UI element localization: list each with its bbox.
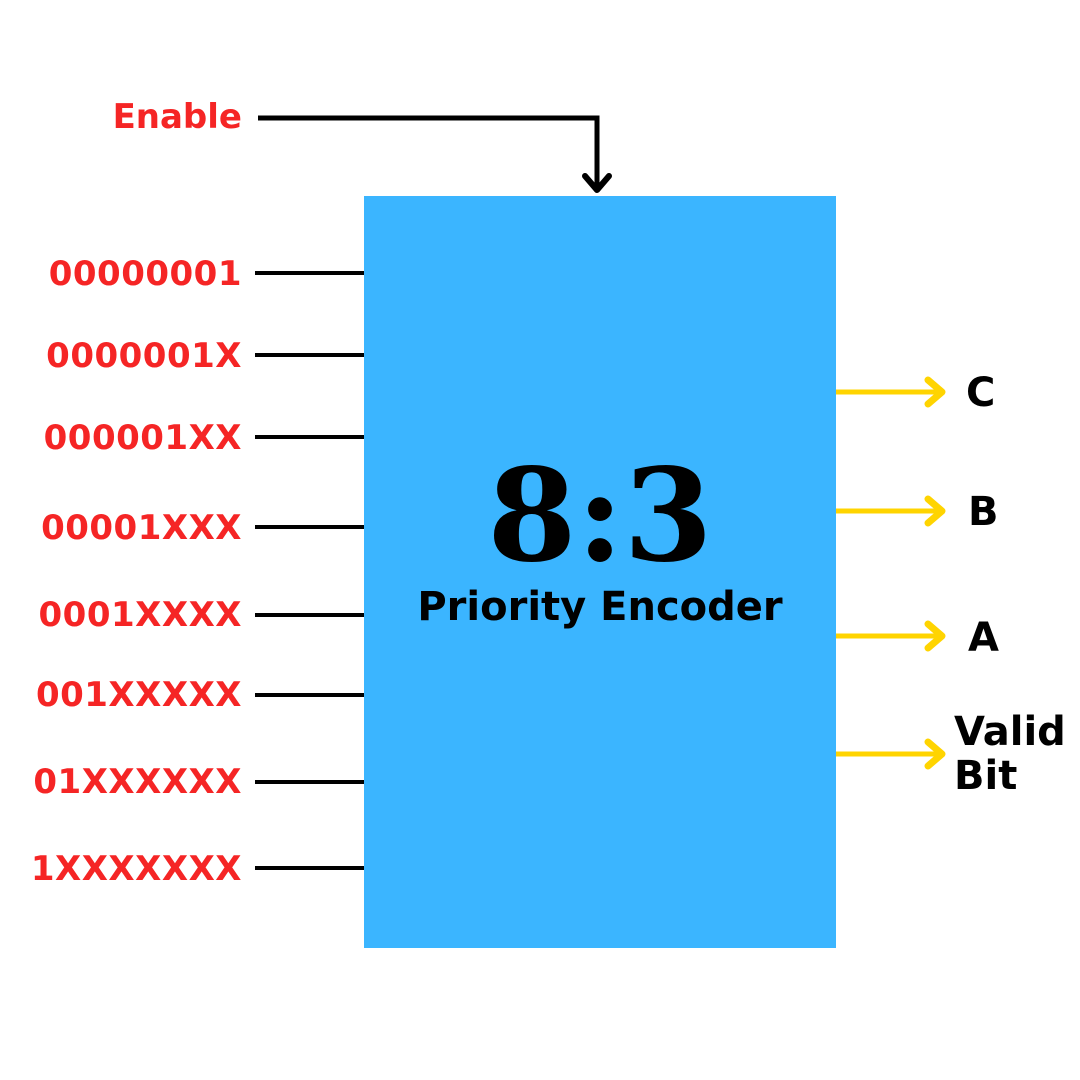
output-label-b: B: [968, 489, 999, 535]
input-label-7: 1XXXXXXX: [30, 849, 242, 889]
input-label-4: 0001XXXX: [38, 595, 242, 635]
output-arrow-a-head: [924, 620, 946, 652]
enable-label: Enable: [112, 97, 242, 137]
output-label-valid-bit: Valid Bit: [954, 710, 1066, 798]
input-label-2: 000001XX: [43, 418, 242, 458]
input-label-3: 00001XXX: [41, 508, 242, 548]
output-arrow-c-head: [924, 376, 946, 408]
output-label-c: C: [966, 370, 996, 416]
input-label-0: 00000001: [48, 254, 242, 294]
enable-wire: [258, 115, 600, 186]
encoder-ratio: 8:3: [487, 441, 713, 591]
output-arrow-b-head: [924, 495, 946, 527]
output-arrow-valid-head: [924, 738, 946, 770]
encoder-title: Priority Encoder: [417, 584, 783, 630]
input-label-1: 0000001X: [46, 336, 242, 376]
input-label-5: 001XXXXX: [35, 675, 242, 715]
encoder-block: [364, 196, 836, 948]
valid-bit-line1: Valid: [954, 709, 1066, 755]
valid-bit-line2: Bit: [954, 753, 1018, 799]
input-label-6: 01XXXXXX: [33, 762, 242, 802]
enable-arrowhead: [582, 173, 612, 193]
output-label-a: A: [968, 615, 999, 661]
